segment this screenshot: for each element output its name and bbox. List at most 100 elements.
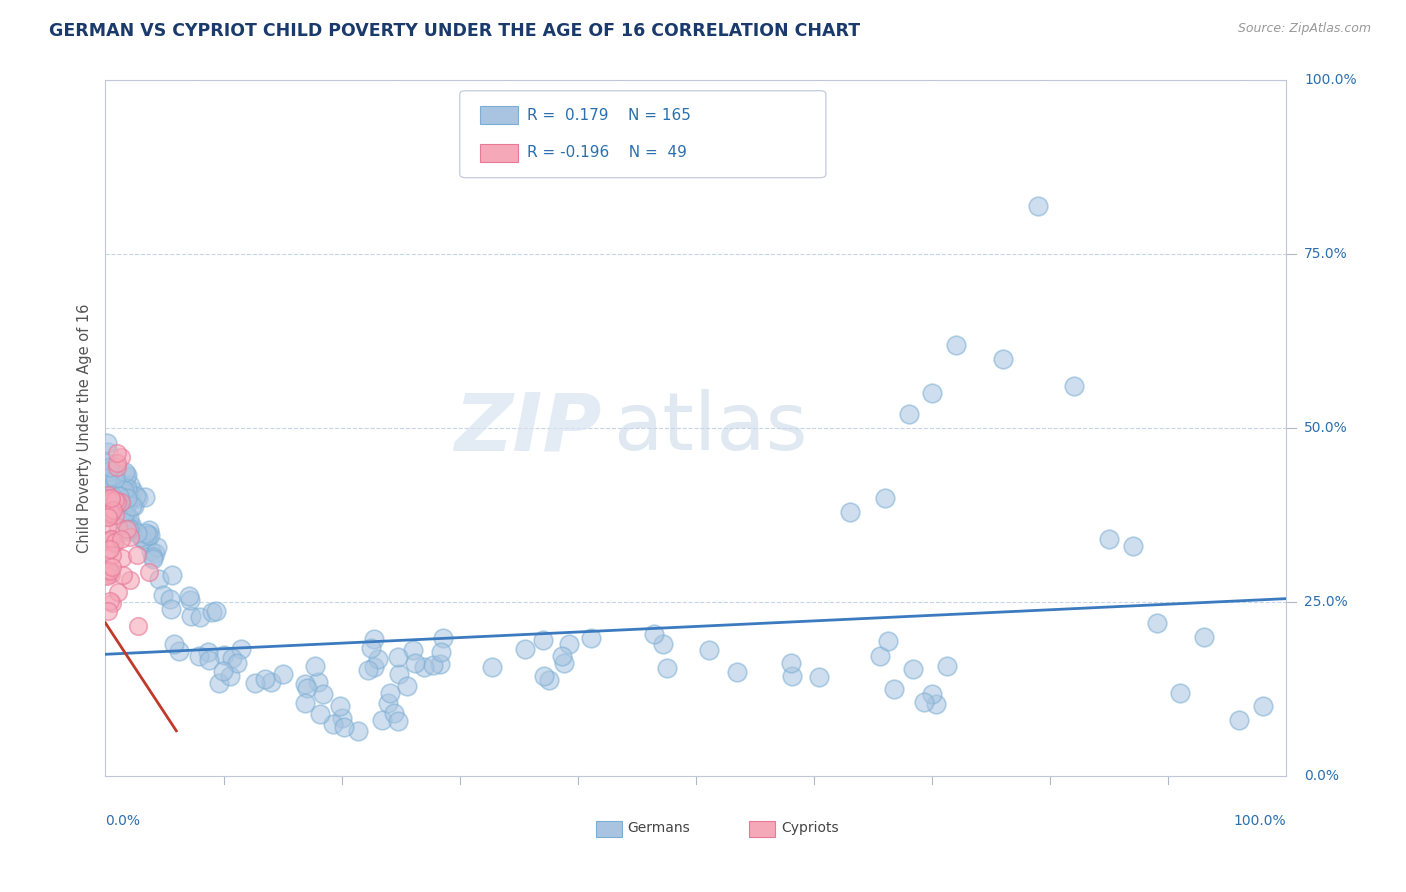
FancyBboxPatch shape [479, 106, 517, 124]
Point [363, 660, 385, 674]
Point [127, 491, 149, 506]
Point [98, 507, 121, 521]
Point [117, 524, 139, 538]
Point [308, 707, 330, 722]
Point [148, 572, 170, 586]
Point [897, 407, 920, 421]
Point [118, 491, 141, 505]
Point [121, 522, 143, 536]
Point [96, 491, 118, 505]
Point [1122, 540, 1144, 554]
Point [107, 489, 129, 503]
Point [404, 657, 426, 671]
Point [118, 511, 141, 525]
Point [422, 658, 444, 673]
Point [925, 698, 948, 712]
Point [111, 550, 134, 565]
Point [1028, 198, 1050, 212]
Point [138, 523, 160, 537]
Point [780, 668, 803, 682]
Point [111, 483, 134, 498]
Point [1146, 615, 1168, 630]
Point [104, 534, 127, 549]
FancyBboxPatch shape [749, 822, 775, 837]
Y-axis label: Child Poverty Under the Age of 16: Child Poverty Under the Age of 16 [76, 303, 91, 553]
Text: ZIP: ZIP [454, 389, 602, 467]
Point [120, 530, 142, 544]
Point [152, 588, 174, 602]
Point [120, 573, 142, 587]
Point [107, 492, 129, 507]
Point [98, 594, 121, 608]
Point [115, 508, 138, 523]
Point [96, 471, 118, 485]
Point [100, 506, 122, 520]
Point [135, 526, 157, 541]
Point [100, 467, 122, 482]
Point [96, 436, 118, 450]
Point [96, 456, 118, 470]
Point [429, 644, 451, 658]
Text: 75.0%: 75.0% [1305, 247, 1348, 261]
Point [111, 478, 134, 492]
Point [312, 687, 335, 701]
Point [97, 534, 120, 549]
Point [97, 604, 120, 618]
Point [188, 609, 211, 624]
Point [513, 642, 536, 657]
FancyBboxPatch shape [596, 822, 621, 837]
Point [111, 504, 134, 518]
Point [104, 472, 127, 486]
Point [96, 569, 118, 583]
Point [384, 706, 406, 720]
Point [329, 699, 352, 714]
Point [97, 465, 120, 479]
Point [100, 493, 122, 508]
Point [134, 490, 156, 504]
Point [873, 491, 896, 505]
Point [98, 563, 121, 577]
Point [387, 667, 409, 681]
Point [97, 467, 120, 481]
Point [142, 550, 165, 565]
Point [136, 527, 159, 541]
Point [138, 565, 160, 579]
Point [105, 476, 128, 491]
Point [333, 720, 356, 734]
Point [208, 676, 231, 690]
Point [104, 466, 127, 480]
Point [294, 677, 316, 691]
Point [121, 499, 143, 513]
Point [537, 673, 560, 688]
Point [697, 643, 720, 657]
FancyBboxPatch shape [479, 144, 517, 161]
Point [127, 619, 149, 633]
Point [657, 661, 679, 675]
Text: 100.0%: 100.0% [1305, 73, 1357, 87]
Point [380, 686, 402, 700]
Point [97, 542, 120, 557]
Point [253, 673, 276, 687]
Point [129, 530, 152, 544]
Point [97, 509, 120, 524]
Point [114, 465, 136, 479]
Point [307, 674, 329, 689]
Text: GERMAN VS CYPRIOT CHILD POVERTY UNDER THE AGE OF 16 CORRELATION CHART: GERMAN VS CYPRIOT CHILD POVERTY UNDER TH… [49, 22, 860, 40]
Text: Source: ZipAtlas.com: Source: ZipAtlas.com [1237, 22, 1371, 36]
Point [481, 660, 503, 674]
Point [120, 478, 142, 492]
Point [838, 505, 860, 519]
Text: Germans: Germans [627, 822, 690, 835]
Point [107, 495, 129, 509]
Point [101, 596, 124, 610]
Text: 50.0%: 50.0% [1305, 421, 1348, 435]
Point [110, 495, 132, 509]
Point [294, 696, 316, 710]
Point [429, 657, 451, 672]
Point [204, 604, 226, 618]
Point [101, 470, 124, 484]
Point [243, 675, 266, 690]
Point [1098, 533, 1121, 547]
Point [121, 483, 143, 498]
Point [100, 560, 122, 574]
